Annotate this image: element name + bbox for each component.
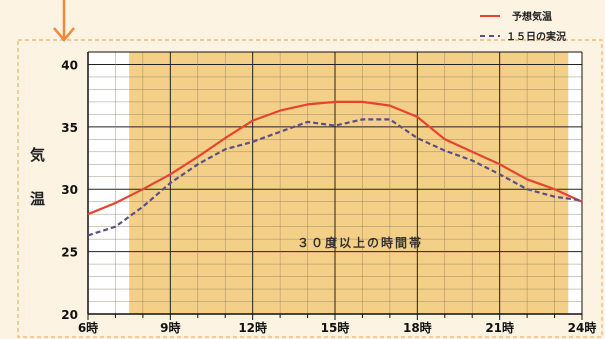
x-tick-label: 15時 (321, 320, 350, 335)
above-30-band (129, 52, 569, 314)
legend-label-forecast: 予想気温 (512, 10, 552, 23)
y-tick-label: 35 (61, 121, 78, 135)
x-tick-label: 6時 (78, 320, 98, 335)
actual-temperature-line (87, 118, 583, 237)
legend: 予想気温 １５日の実況 (480, 10, 566, 43)
series-layer (87, 100, 583, 237)
axes (87, 51, 583, 320)
y-tick-label: 30 (61, 183, 78, 197)
forecast-temperature-line (87, 100, 583, 216)
down-arrow-icon (53, 0, 75, 42)
band-annotation: ３０度以上の時間帯 (297, 235, 423, 250)
x-tick-label: 18時 (403, 320, 432, 335)
grid (88, 51, 582, 314)
y-axis-label-char: 気 (30, 146, 45, 164)
x-tick-label: 24時 (568, 320, 597, 335)
legend-label-actual: １５日の実況 (506, 30, 566, 43)
y-axis-label: 気温 (30, 146, 45, 208)
y-tick-label: 40 (61, 58, 78, 72)
y-tick-label: 20 (61, 308, 78, 322)
y-tick-label: 25 (61, 246, 78, 260)
x-tick-label: 21時 (485, 320, 514, 335)
y-axis-label-char: 温 (30, 190, 45, 208)
tick-labels: 20 25 30 35 40 6時 9時 12時 15時 18時 21時 24時 (61, 58, 596, 335)
chart-frame (17, 39, 603, 338)
x-tick-label: 9時 (160, 320, 180, 335)
x-tick-label: 12時 (238, 320, 267, 335)
